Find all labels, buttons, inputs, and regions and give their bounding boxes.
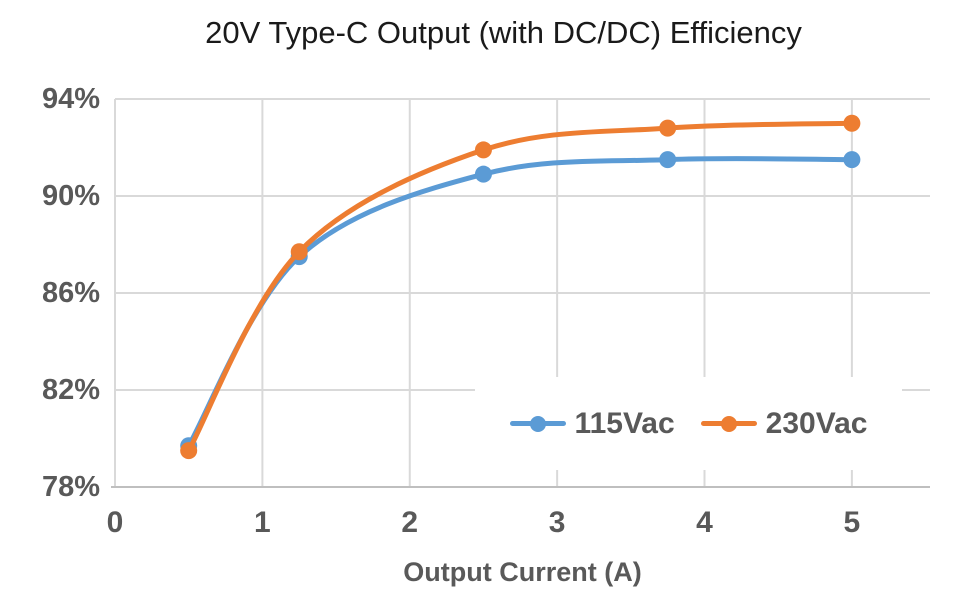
x-tick-label: 1 bbox=[254, 506, 271, 539]
data-point-115vac bbox=[474, 165, 492, 183]
data-point-115vac bbox=[659, 151, 677, 169]
y-tick-label: 86% bbox=[41, 277, 100, 309]
legend: 115Vac 230Vac bbox=[475, 377, 902, 470]
legend-item-115vac: 115Vac bbox=[509, 406, 675, 441]
x-axis-title: Output Current (A) bbox=[403, 557, 642, 587]
x-tick-label: 0 bbox=[106, 506, 124, 539]
legend-item-230vac: 230Vac bbox=[700, 406, 868, 441]
legend-marker-dot bbox=[720, 415, 737, 432]
data-point-230vac bbox=[180, 442, 198, 460]
chart-title: 20V Type-C Output (with DC/DC) Efficienc… bbox=[205, 15, 802, 50]
data-point-230vac bbox=[659, 119, 677, 137]
x-tick-label: 5 bbox=[843, 506, 861, 539]
legend-label: 230Vac bbox=[765, 406, 868, 440]
legend-label: 115Vac bbox=[574, 406, 675, 440]
data-point-230vac bbox=[290, 243, 308, 261]
legend-marker-line bbox=[700, 415, 757, 432]
data-point-115vac bbox=[843, 151, 861, 169]
y-tick-label: 90% bbox=[41, 180, 100, 212]
x-tick-label: 4 bbox=[696, 506, 713, 539]
data-point-230vac bbox=[843, 114, 861, 132]
x-tick-label: 2 bbox=[401, 506, 419, 539]
legend-marker-dot bbox=[529, 415, 546, 432]
y-tick-label: 82% bbox=[41, 374, 100, 406]
legend-marker-line bbox=[509, 415, 566, 432]
x-tick-label: 3 bbox=[548, 506, 566, 539]
y-tick-label: 94% bbox=[41, 83, 100, 115]
data-point-230vac bbox=[474, 141, 492, 159]
y-tick-label: 78% bbox=[41, 471, 100, 503]
